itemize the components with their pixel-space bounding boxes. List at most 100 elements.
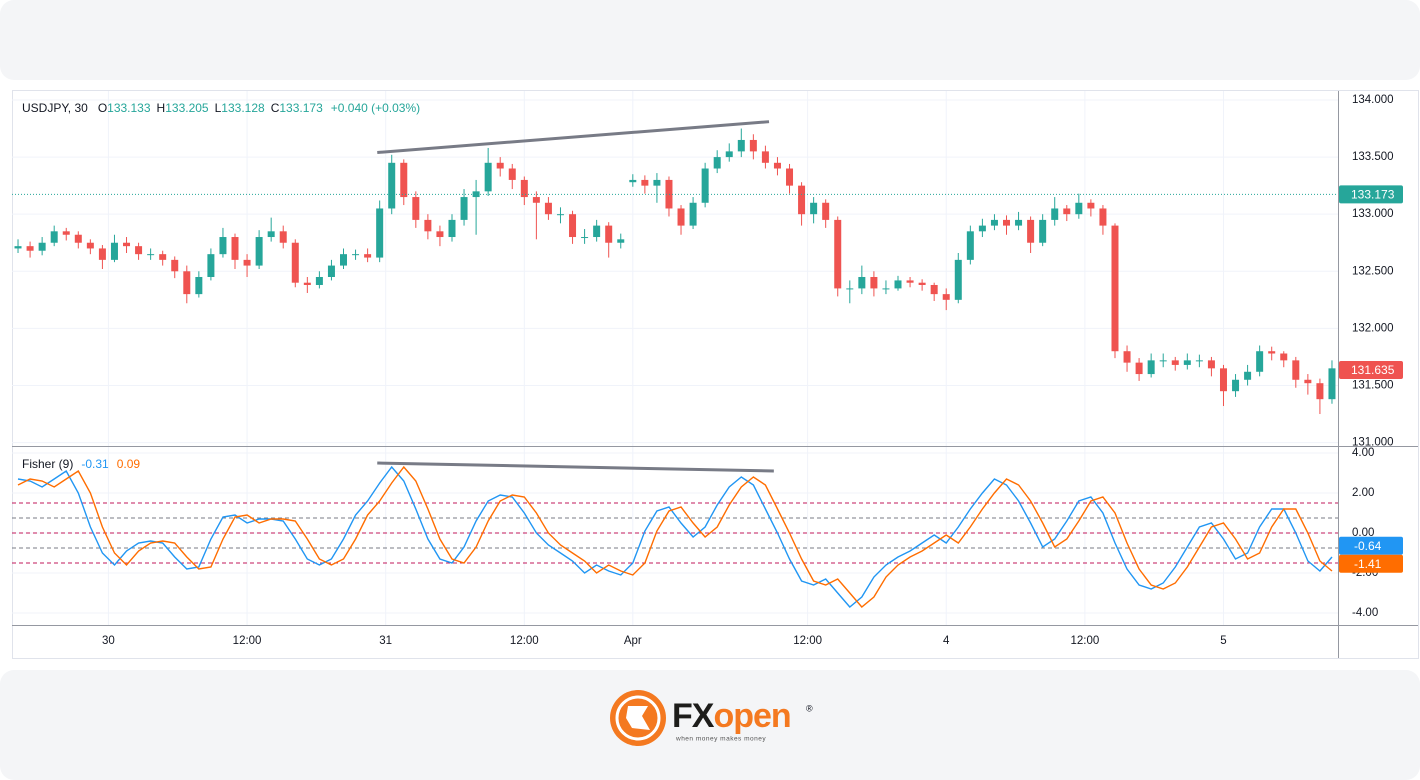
candle-body: [894, 280, 902, 289]
candle-body: [858, 276, 866, 289]
candle-body: [737, 139, 745, 152]
candle-body: [123, 242, 131, 247]
candle-body: [930, 284, 938, 295]
candle-body: [749, 139, 757, 152]
legend-change: +0.040 (+0.03%): [331, 101, 420, 115]
candle-body: [1256, 351, 1264, 372]
candle-body: [617, 239, 625, 243]
candle-body: [882, 288, 890, 290]
candle-body: [1063, 208, 1071, 215]
candle-body: [38, 242, 46, 251]
candle-body: [1219, 368, 1227, 392]
candle-body: [1232, 379, 1240, 392]
candle-body: [822, 202, 830, 220]
legend: USDJPY, 30 O133.133 H133.205 L133.128 C133.1…: [22, 101, 420, 115]
footer: [0, 670, 1420, 780]
candle-body: [26, 246, 34, 251]
candle-body: [315, 276, 323, 285]
candle-body: [159, 254, 167, 260]
legend-field-label: L: [215, 101, 222, 115]
candle-body: [135, 246, 143, 255]
y-tick-label: 133.000: [1352, 208, 1394, 220]
candle-body: [412, 197, 420, 220]
x-tick-label: 31: [379, 635, 392, 647]
candle-body: [472, 191, 480, 198]
value-label-box: [1339, 554, 1403, 573]
candle-body: [1195, 360, 1203, 362]
x-tick-label: 5: [1220, 635, 1226, 647]
candle-body: [725, 151, 733, 158]
logo-tiger: [626, 706, 650, 730]
x-tick-label: 12:00: [510, 635, 539, 647]
y-tick-label: 134.000: [1352, 94, 1394, 106]
candle-body: [98, 248, 106, 260]
candle-body: [376, 208, 384, 258]
y-tick-label: 132.000: [1352, 322, 1394, 334]
legend-field-value: 133.128: [221, 101, 265, 115]
legend-field-label: H: [157, 101, 166, 115]
indicator-value: -0.31: [81, 457, 109, 471]
y-tick-label: 4.00: [1352, 447, 1374, 459]
candle-body: [291, 242, 299, 283]
candle-body: [352, 254, 360, 256]
candle-body: [990, 219, 998, 226]
x-tick-label: 12:00: [233, 635, 262, 647]
candle-body: [1003, 219, 1010, 226]
candle-body: [340, 254, 347, 266]
candle-body: [364, 254, 372, 258]
candle-body: [1183, 360, 1191, 365]
candle-body: [1159, 360, 1167, 362]
y-tick-label: 132.500: [1352, 265, 1394, 277]
trendline: [377, 120, 770, 155]
candle-body: [207, 254, 215, 277]
candle-body: [520, 179, 528, 198]
candle-body: [966, 231, 974, 260]
indicator-legend: Fisher (9) -0.31 0.09: [22, 457, 140, 471]
candle-body: [1268, 351, 1276, 354]
candle-body: [50, 231, 58, 243]
logo-fx: FX: [672, 697, 715, 735]
candle-body: [1135, 362, 1143, 375]
y-tick-label: 131.000: [1352, 437, 1394, 449]
x-tick-label: 12:00: [793, 635, 822, 647]
candle-body: [605, 225, 613, 243]
candle-body: [1244, 371, 1252, 380]
candle-body: [954, 259, 962, 300]
candle-body: [665, 179, 673, 209]
candle-body: [1316, 383, 1324, 400]
candle-body: [62, 231, 70, 235]
candle-body: [870, 276, 878, 289]
value-label-box: [1339, 536, 1403, 555]
candle-body: [195, 276, 203, 295]
candle-body: [761, 151, 769, 163]
candle-body: [460, 197, 468, 220]
candle-body: [834, 219, 842, 289]
candle-body: [436, 231, 444, 238]
fisher-line: [17, 465, 1333, 608]
x-tick-label: Apr: [624, 635, 642, 647]
candle-body: [1027, 219, 1035, 243]
candle-body: [484, 162, 492, 192]
candle-body: [1111, 225, 1119, 352]
candle-body: [255, 237, 263, 266]
candle-body: [303, 282, 311, 285]
candle-body: [556, 214, 564, 216]
top-band: [0, 0, 1420, 80]
value-label: -0.64: [1354, 539, 1382, 553]
legend-field-value: 133.205: [165, 101, 209, 115]
candle-body: [267, 231, 275, 238]
candle-body: [388, 162, 396, 209]
candle-body: [400, 162, 408, 198]
candle-body: [544, 202, 552, 215]
candle-body: [1087, 202, 1095, 209]
candle-body: [1304, 379, 1312, 384]
candle-body: [677, 208, 685, 226]
candle-body: [1099, 208, 1107, 226]
candle-body: [798, 185, 806, 215]
legend-field-value: 133.173: [279, 101, 323, 115]
indicator-value: 0.09: [117, 457, 141, 471]
y-tick-label: 2.00: [1352, 487, 1374, 499]
candle-body: [496, 162, 504, 169]
candle-body: [581, 237, 589, 239]
y-tick-label: 133.500: [1352, 151, 1394, 163]
